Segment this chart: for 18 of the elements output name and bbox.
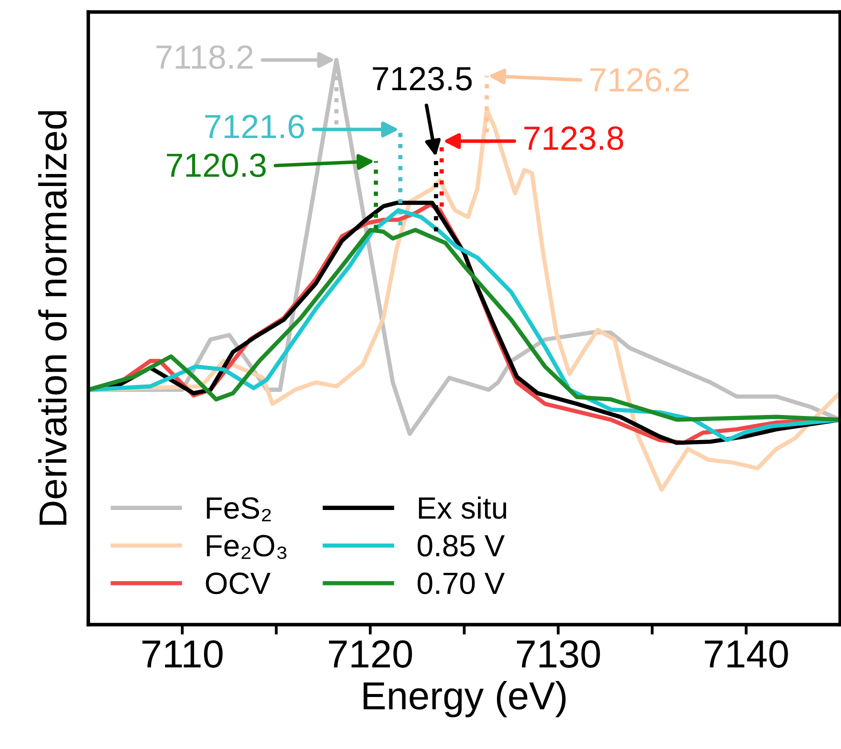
legend-label: OCV (206, 572, 270, 594)
x-tick-label: 7120 (328, 640, 412, 668)
y-axis-title: Derivation of normalized (38, 111, 67, 525)
ref-line-label: 7123.5 (372, 66, 472, 91)
x-axis-title: Energy (eV) (364, 681, 566, 718)
ref-line-label: 7121.6 (205, 114, 304, 138)
legend-label: 0.85 V (418, 534, 505, 557)
ref-line-label: 7118.2 (156, 45, 253, 69)
x-tick-label: 7130 (516, 640, 600, 668)
ref-line-label: 7123.8 (524, 126, 624, 150)
x-tick-label: 7110 (142, 640, 223, 668)
ref-line-label: 7120.3 (166, 153, 266, 178)
ref-line-label: 7126.2 (590, 68, 689, 92)
legend-label: Fe₂O₃ (206, 534, 286, 560)
legend-label: 0.70 V (418, 572, 505, 594)
x-tick-label: 7140 (704, 640, 788, 668)
legend-label: Ex situ (418, 496, 506, 519)
legend-label: FeS₂ (206, 497, 271, 522)
